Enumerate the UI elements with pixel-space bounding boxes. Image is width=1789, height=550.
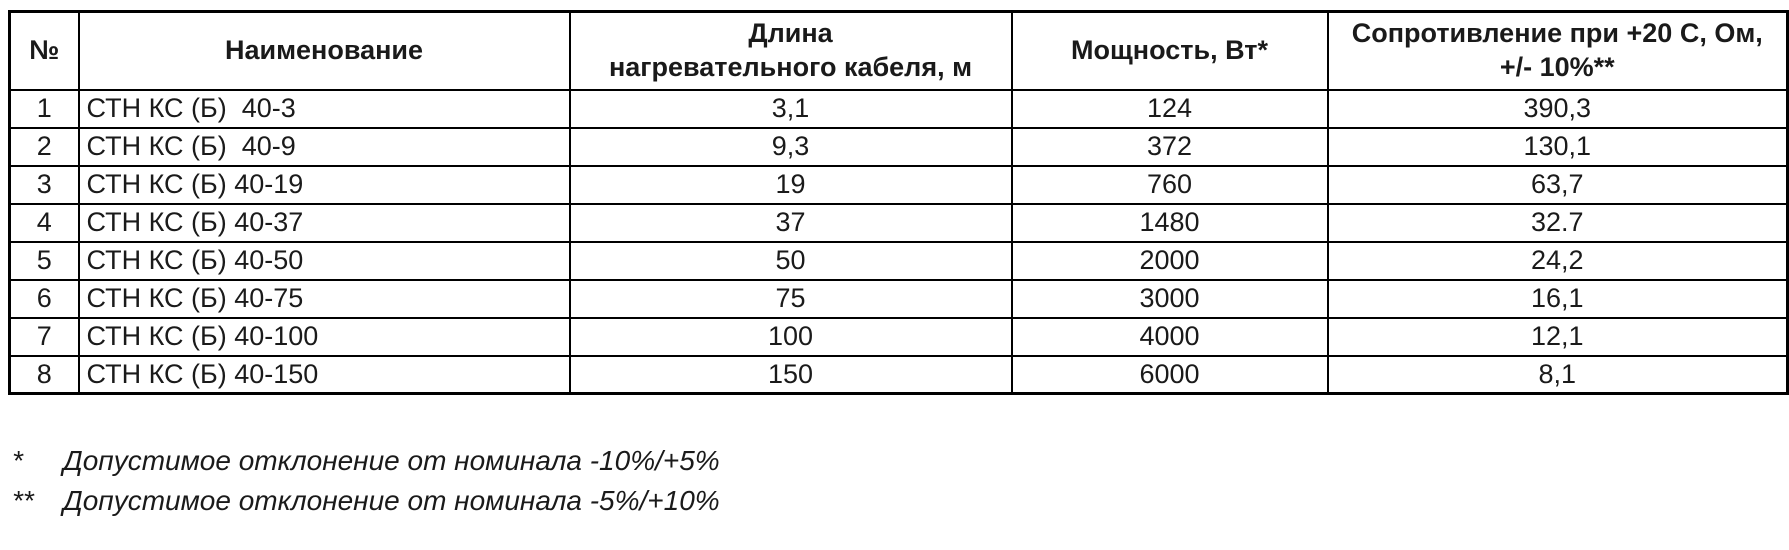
cell-resistance: 12,1 — [1326, 316, 1789, 357]
footnote-resistance-tolerance: ** Допустимое отклонение от номинала -5%… — [8, 487, 1781, 515]
cell-resistance: 390,3 — [1326, 88, 1789, 129]
cell-number: 8 — [8, 354, 80, 395]
cell-power: 1480 — [1010, 202, 1329, 243]
cell-name: СТН КС (Б) 40-3 — [77, 88, 571, 129]
cell-number: 4 — [8, 202, 80, 243]
cell-number: 5 — [8, 240, 80, 281]
cell-length: 3,1 — [568, 88, 1013, 129]
cell-name: СТН КС (Б) 40-150 — [77, 354, 571, 395]
cell-name: СТН КС (Б) 40-50 — [77, 240, 571, 281]
cell-power: 3000 — [1010, 278, 1329, 319]
heating-cable-spec-table: № Наименование Длина нагревательного каб… — [8, 10, 1789, 395]
table-body: 1 СТН КС (Б) 40-3 3,1 124 390,3 2 СТН КС… — [8, 88, 1789, 395]
column-header-resistance: Сопротивление при +20 С, Ом, +/- 10%** — [1326, 10, 1789, 91]
cell-length: 150 — [568, 354, 1013, 395]
footnote-marker: ** — [12, 485, 34, 516]
table-row: 4 СТН КС (Б) 40-37 37 1480 32.7 — [8, 202, 1789, 243]
cell-length: 9,3 — [568, 126, 1013, 167]
cell-power: 124 — [1010, 88, 1329, 129]
cell-length: 37 — [568, 202, 1013, 243]
cell-power: 372 — [1010, 126, 1329, 167]
cell-number: 1 — [8, 88, 80, 129]
cell-name: СТН КС (Б) 40-75 — [77, 278, 571, 319]
column-header-power: Мощность, Вт* — [1010, 10, 1329, 91]
footnote-marker: * — [12, 445, 23, 476]
table-row: 2 СТН КС (Б) 40-9 9,3 372 130,1 — [8, 126, 1789, 167]
cell-name: СТН КС (Б) 40-9 — [77, 126, 571, 167]
cell-power: 2000 — [1010, 240, 1329, 281]
cell-length: 50 — [568, 240, 1013, 281]
footnote-text: Допустимое отклонение от номинала -5%/+1… — [63, 485, 720, 516]
table-row: 8 СТН КС (Б) 40-150 150 6000 8,1 — [8, 354, 1789, 395]
cell-resistance: 63,7 — [1326, 164, 1789, 205]
table-row: 3 СТН КС (Б) 40-19 19 760 63,7 — [8, 164, 1789, 205]
cell-name: СТН КС (Б) 40-37 — [77, 202, 571, 243]
table-row: 5 СТН КС (Б) 40-50 50 2000 24,2 — [8, 240, 1789, 281]
cell-name: СТН КС (Б) 40-19 — [77, 164, 571, 205]
table-row: 1 СТН КС (Б) 40-3 3,1 124 390,3 — [8, 88, 1789, 129]
footnotes: * Допустимое отклонение от номинала -10%… — [8, 447, 1781, 515]
table-row: 6 СТН КС (Б) 40-75 75 3000 16,1 — [8, 278, 1789, 319]
cell-name: СТН КС (Б) 40-100 — [77, 316, 571, 357]
cell-resistance: 8,1 — [1326, 354, 1789, 395]
column-header-name: Наименование — [77, 10, 571, 91]
cell-number: 3 — [8, 164, 80, 205]
cell-resistance: 130,1 — [1326, 126, 1789, 167]
cell-resistance: 32.7 — [1326, 202, 1789, 243]
page: № Наименование Длина нагревательного каб… — [8, 10, 1789, 515]
cell-power: 6000 — [1010, 354, 1329, 395]
cell-power: 4000 — [1010, 316, 1329, 357]
header-row: № Наименование Длина нагревательного каб… — [8, 10, 1789, 91]
footnote-power-tolerance: * Допустимое отклонение от номинала -10%… — [8, 447, 1781, 475]
column-header-number: № — [8, 10, 80, 91]
cell-power: 760 — [1010, 164, 1329, 205]
cell-resistance: 24,2 — [1326, 240, 1789, 281]
cell-number: 6 — [8, 278, 80, 319]
cell-length: 19 — [568, 164, 1013, 205]
cell-length: 100 — [568, 316, 1013, 357]
cell-number: 2 — [8, 126, 80, 167]
table-header: № Наименование Длина нагревательного каб… — [8, 10, 1789, 91]
cell-number: 7 — [8, 316, 80, 357]
footnote-text: Допустимое отклонение от номинала -10%/+… — [63, 445, 720, 476]
table-row: 7 СТН КС (Б) 40-100 100 4000 12,1 — [8, 316, 1789, 357]
column-header-length: Длина нагревательного кабеля, м — [568, 10, 1013, 91]
cell-resistance: 16,1 — [1326, 278, 1789, 319]
cell-length: 75 — [568, 278, 1013, 319]
